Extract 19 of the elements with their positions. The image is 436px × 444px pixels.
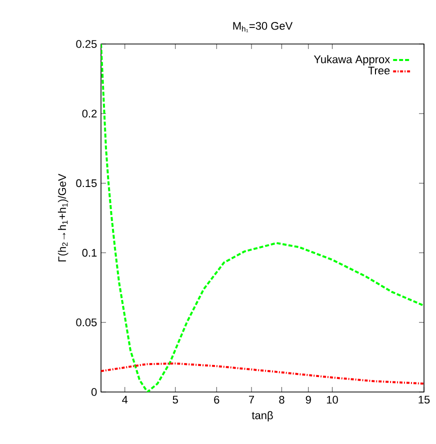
y-tick-label: 0.15 — [76, 179, 97, 188]
x-tick-label: 6 — [214, 396, 220, 404]
y-tick-label: 0.05 — [76, 318, 97, 326]
x-tick-label: 9 — [306, 396, 311, 404]
y-axis-title: Γ(h$_{2}$→h$_{1}$+h$_{1}$)/GeV — [58, 174, 68, 262]
chart-title: M$_{h₁}$=30 GeV — [233, 22, 293, 32]
x-tick-label: 10 — [326, 396, 338, 404]
x-tick-label: 5 — [172, 396, 178, 404]
y-tick-label: 0 — [91, 388, 97, 396]
legend-label: Tree — [368, 66, 390, 74]
x-tick-label: 8 — [279, 396, 284, 404]
y-tick-label: 0.25 — [76, 40, 97, 48]
x-tick-label: 7 — [248, 396, 254, 404]
y-tick-label: 0.1 — [82, 248, 97, 257]
y-tick-label: 0.2 — [82, 110, 97, 118]
x-axis-title: tanβ — [252, 411, 273, 422]
legend-label: Yukawa Approx — [314, 55, 390, 66]
x-tick-label: 4 — [122, 396, 128, 404]
x-tick-label: 15 — [418, 396, 430, 404]
